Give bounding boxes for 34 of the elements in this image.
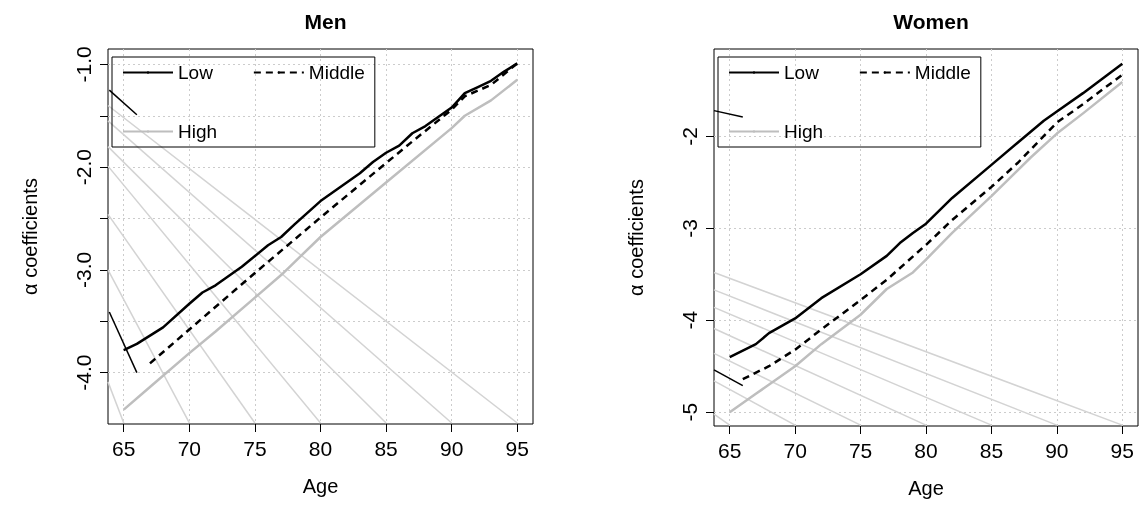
- y-axis-title: α coefficients: [625, 179, 647, 296]
- y-tick-label: -4.0: [72, 354, 95, 391]
- x-tick-label: 90: [1045, 439, 1069, 462]
- x-tick-label: 95: [1110, 439, 1134, 462]
- y-tick-label: -3: [678, 218, 701, 238]
- x-tick-label: 95: [505, 437, 529, 460]
- x-tick-label: 65: [112, 437, 136, 460]
- x-tick-label: 80: [914, 439, 938, 462]
- x-tick-label: 75: [243, 437, 267, 460]
- x-tick-label: 65: [718, 439, 742, 462]
- x-tick-label: 70: [177, 437, 202, 460]
- y-tick-label: -2.0: [72, 149, 95, 186]
- legend-label: Low: [784, 62, 820, 83]
- chart-title: Women: [893, 10, 969, 33]
- x-tick-label: 80: [308, 437, 333, 460]
- legend-label: Low: [178, 62, 214, 83]
- y-tick-label: -1.0: [72, 46, 95, 83]
- legend-label: Middle: [308, 62, 365, 83]
- legend-label: High: [178, 121, 218, 142]
- y-tick-label: -5: [678, 402, 701, 422]
- legend-label: Middle: [914, 62, 971, 83]
- x-tick-label: 85: [979, 439, 1004, 462]
- chart-title: Men: [304, 10, 347, 33]
- x-tick-label: 75: [848, 439, 873, 462]
- x-tick-label: 90: [439, 437, 464, 460]
- y-tick-label: -3.0: [72, 251, 95, 288]
- x-tick-label: 85: [374, 437, 398, 460]
- x-axis-title: Age: [908, 477, 944, 499]
- y-axis-title: α coefficients: [19, 178, 41, 295]
- x-axis-title: Age: [302, 475, 339, 497]
- x-tick-label: 70: [783, 439, 807, 462]
- y-tick-label: -2: [678, 127, 701, 146]
- y-tick-label: -4: [678, 310, 701, 330]
- legend-label: High: [784, 121, 824, 142]
